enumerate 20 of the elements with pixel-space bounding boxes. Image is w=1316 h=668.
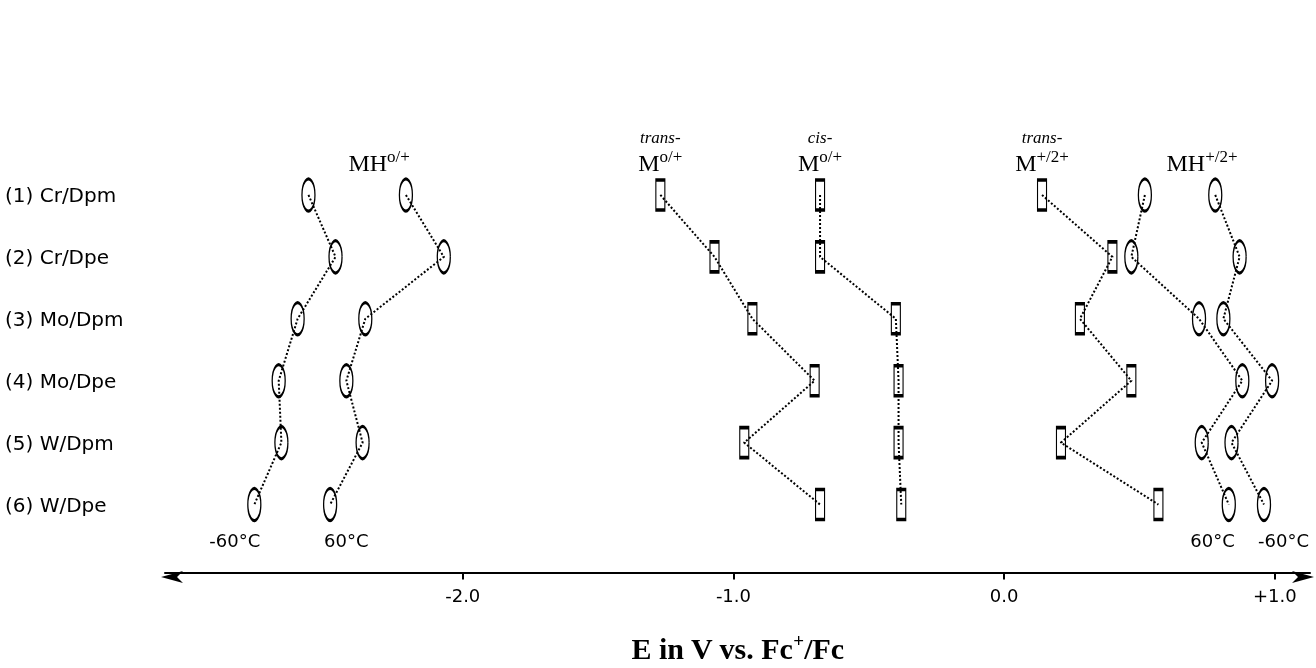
series-label: cis-M$^{o/+}$ xyxy=(797,127,843,176)
annotation: MH$^{o/+}$ xyxy=(348,146,410,176)
x-tick-label: -1.0 xyxy=(715,585,751,606)
x-axis-title: E in V vs. Fc+/Fc xyxy=(631,629,845,665)
series-label: 60°C xyxy=(1190,530,1235,552)
y-tick-label: (2) Cr/Dpe xyxy=(5,244,110,269)
y-tick-label: (3) Mo/Dpm xyxy=(5,306,124,331)
series-label: trans-M$^{+/2+}$ xyxy=(1015,127,1069,176)
series-label: trans-M$^{o/+}$ xyxy=(638,127,683,176)
y-tick-label: (1) Cr/Dpm xyxy=(5,182,117,207)
x-tick-label: +1.0 xyxy=(1252,585,1297,606)
series-label: -60°C xyxy=(209,530,261,552)
y-tick-label: (6) W/Dpe xyxy=(5,492,107,517)
y-tick-label: (4) Mo/Dpe xyxy=(5,368,117,393)
y-tick-label: (5) W/Dpm xyxy=(5,430,114,455)
series-label: -60°C xyxy=(1257,530,1309,552)
x-tick-label: -2.0 xyxy=(445,585,481,606)
annotation: MH$^{+/2+}$ xyxy=(1166,146,1238,176)
series-label: 60°C xyxy=(324,530,369,552)
x-tick-label: 0.0 xyxy=(989,585,1019,606)
